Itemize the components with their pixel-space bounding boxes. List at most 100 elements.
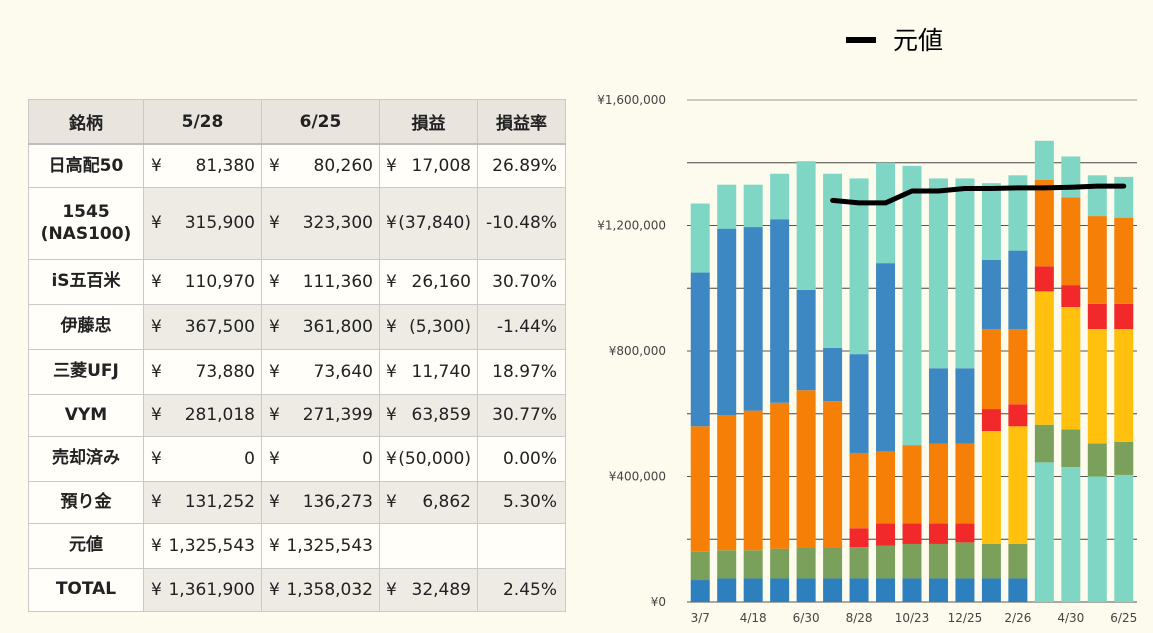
bar-segment bbox=[1114, 176, 1134, 218]
row-value-v2: ¥136,273 bbox=[261, 480, 380, 524]
row-value-v2: ¥73,640 bbox=[261, 348, 380, 395]
series-line-baseline bbox=[830, 183, 1127, 206]
bar-segment bbox=[849, 452, 869, 529]
bar-segment bbox=[770, 219, 790, 403]
bar-segment bbox=[902, 165, 922, 446]
row-value-v1: ¥281,018 bbox=[143, 393, 262, 437]
y-tick-label: ¥400,000 bbox=[609, 470, 666, 484]
bar-segment bbox=[902, 578, 922, 602]
bar-segment bbox=[876, 578, 896, 602]
table-header-row: 銘柄 5/28 6/25 損益 損益率 bbox=[28, 99, 566, 145]
bar-segment bbox=[849, 528, 869, 548]
row-value-v2: ¥271,399 bbox=[261, 393, 380, 437]
row-name: 元値 bbox=[28, 522, 144, 569]
row-value-v2: ¥1,325,543 bbox=[261, 522, 380, 569]
bar-segment bbox=[955, 443, 975, 524]
bar-segment bbox=[981, 260, 1001, 330]
x-tick-label: 2/26 bbox=[1004, 611, 1031, 625]
row-profit-rate: -1.44% bbox=[477, 303, 566, 350]
bar-segment bbox=[1061, 197, 1081, 286]
bar-segment bbox=[955, 368, 975, 444]
bar-segment bbox=[1114, 329, 1134, 442]
bar-segment bbox=[1061, 467, 1081, 602]
bar-segment bbox=[796, 161, 816, 290]
bar-segment bbox=[1008, 578, 1028, 602]
bar-segment bbox=[955, 523, 975, 543]
row-name: 三菱UFJ bbox=[28, 348, 144, 395]
bar-segment bbox=[717, 228, 737, 416]
row-profit-rate: 5.30% bbox=[477, 480, 566, 524]
bar-segment bbox=[743, 550, 763, 579]
row-value-v1: ¥1,361,900 bbox=[143, 567, 262, 612]
y-tick-label: ¥1,600,000 bbox=[597, 93, 666, 107]
x-tick-label: 4/30 bbox=[1057, 611, 1084, 625]
bar-segment bbox=[1034, 266, 1054, 292]
bar-segment bbox=[955, 178, 975, 369]
bar-segment bbox=[1061, 156, 1081, 198]
bar-segment bbox=[928, 368, 948, 444]
bar-segment bbox=[690, 426, 710, 552]
row-name: 売却済み bbox=[28, 435, 144, 482]
bar-segment bbox=[717, 184, 737, 229]
bar-segment bbox=[1087, 443, 1107, 477]
bar-segment bbox=[1034, 462, 1054, 602]
table-row: iS五百米 ¥110,970 ¥111,360 ¥26,160 30.70% bbox=[28, 258, 566, 305]
bar-segment bbox=[876, 162, 896, 264]
row-name: 日高配50 bbox=[28, 143, 144, 188]
bar-segment bbox=[1061, 429, 1081, 468]
bar-segment bbox=[690, 580, 710, 602]
bar-segment bbox=[796, 289, 816, 391]
x-tick-label: 10/23 bbox=[895, 611, 930, 625]
row-profit-rate: 2.45% bbox=[477, 567, 566, 612]
row-profit-rate: -10.48% bbox=[477, 186, 566, 260]
bar-segment bbox=[743, 578, 763, 602]
bar-segment bbox=[902, 543, 922, 579]
x-tick-label: 12/25 bbox=[948, 611, 983, 625]
bar-segment bbox=[1008, 426, 1028, 544]
bar-segment bbox=[690, 551, 710, 581]
bar-segment bbox=[981, 329, 1001, 410]
bar-segment bbox=[717, 550, 737, 579]
bar-segment bbox=[1008, 175, 1028, 251]
bar-segment bbox=[1034, 291, 1054, 425]
bar-segment bbox=[1087, 216, 1107, 304]
bar-segment bbox=[770, 548, 790, 579]
bar-segment bbox=[823, 547, 843, 579]
bar-segment bbox=[796, 578, 816, 602]
bar-segment bbox=[1061, 307, 1081, 430]
bar-segment bbox=[796, 547, 816, 579]
row-value-v1: ¥73,880 bbox=[143, 348, 262, 395]
row-value-v2: ¥0 bbox=[261, 435, 380, 482]
bar-segment bbox=[928, 178, 948, 369]
bar-segment bbox=[743, 227, 763, 411]
portfolio-table: 銘柄 5/28 6/25 損益 損益率 日高配50 ¥81,380 ¥80,260 ¥… bbox=[28, 99, 566, 612]
bar-segment bbox=[690, 272, 710, 427]
row-value-v1: ¥1,325,543 bbox=[143, 522, 262, 569]
bar-segment bbox=[902, 523, 922, 544]
bar-segment bbox=[717, 415, 737, 551]
bar-segment bbox=[1061, 285, 1081, 308]
row-value-v1: ¥131,252 bbox=[143, 480, 262, 524]
bar-segment bbox=[717, 578, 737, 602]
row-profit-rate: 0.00% bbox=[477, 435, 566, 482]
bar-segment bbox=[955, 578, 975, 602]
portfolio-table-container: 銘柄 5/28 6/25 損益 損益率 日高配50 ¥81,380 ¥80,260 ¥… bbox=[28, 99, 566, 612]
bar-segment bbox=[981, 409, 1001, 432]
x-tick-label: 4/18 bbox=[740, 611, 767, 625]
table-row: 預り金 ¥131,252 ¥136,273 ¥6,862 5.30% bbox=[28, 480, 566, 524]
bar-segment bbox=[849, 578, 869, 602]
bar-segment bbox=[1034, 140, 1054, 181]
header-name: 銘柄 bbox=[28, 99, 144, 145]
bar-segment bbox=[1034, 180, 1054, 267]
y-tick-label: ¥800,000 bbox=[609, 344, 666, 358]
bar-segment bbox=[743, 410, 763, 551]
table-row: 日高配50 ¥81,380 ¥80,260 ¥17,008 26.89% bbox=[28, 143, 566, 188]
table-body: 日高配50 ¥81,380 ¥80,260 ¥17,008 26.89% 1545 (NA… bbox=[28, 143, 566, 612]
bar-segment bbox=[1087, 476, 1107, 602]
bar-segment bbox=[1114, 217, 1134, 304]
legend-swatch bbox=[846, 37, 876, 43]
row-name: VYM bbox=[28, 393, 144, 437]
row-profit-rate: 30.70% bbox=[477, 258, 566, 305]
bar-segment bbox=[796, 390, 816, 548]
